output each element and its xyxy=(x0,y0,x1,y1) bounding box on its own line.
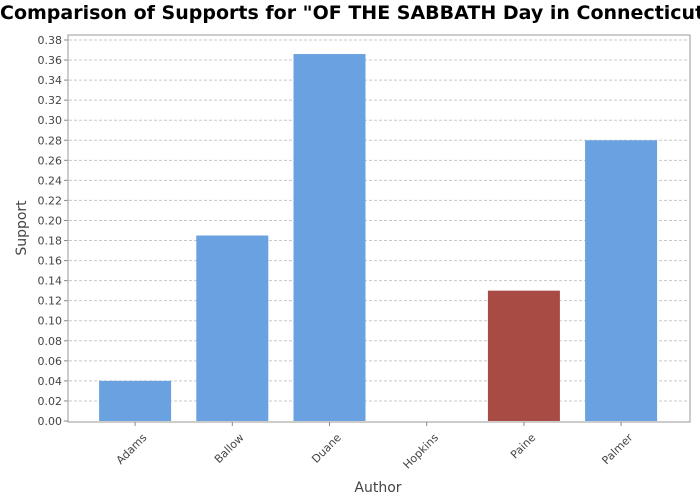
bar-duane xyxy=(293,54,366,422)
y-tick-label: 0.30 xyxy=(38,114,63,127)
x-tick-label: Duane xyxy=(309,431,344,466)
x-axis-title: Author xyxy=(354,480,401,496)
y-tick-label: 0.24 xyxy=(38,174,63,187)
x-axis-ticks: Adams Ballow Duane Hopkins Paine Palmer xyxy=(114,422,636,472)
chart-title: Comparison of Supports for "OF THE SABBA… xyxy=(0,2,700,24)
y-tick-label: 0.32 xyxy=(38,94,63,107)
bar-palmer xyxy=(585,140,658,421)
x-tick-label: Palmer xyxy=(599,431,635,467)
y-tick-label: 0.36 xyxy=(38,54,63,67)
y-axis-ticks: 0.00 0.02 0.04 0.06 0.08 0.10 0.12 0.14 0.16 0.18… xyxy=(38,34,68,428)
y-tick-label: 0.38 xyxy=(38,34,63,47)
y-tick-label: 0.28 xyxy=(38,134,63,147)
y-tick-label: 0.06 xyxy=(38,355,63,368)
bar-ballow xyxy=(196,235,269,421)
bars xyxy=(99,54,658,422)
y-tick-label: 0.18 xyxy=(38,235,63,248)
bar-adams xyxy=(99,380,172,421)
y-tick-label: 0.10 xyxy=(38,315,63,328)
y-tick-label: 0.14 xyxy=(38,275,63,288)
x-tick-label: Ballow xyxy=(212,431,247,466)
x-tick-label: Hopkins xyxy=(401,431,442,472)
y-tick-label: 0.16 xyxy=(38,255,63,268)
bar-paine xyxy=(487,290,560,421)
y-tick-label: 0.02 xyxy=(38,395,63,408)
x-tick-label: Paine xyxy=(508,431,538,461)
y-axis-title: Support xyxy=(14,200,30,256)
y-tick-label: 0.08 xyxy=(38,335,63,348)
y-tick-label: 0.04 xyxy=(38,375,63,388)
y-tick-label: 0.00 xyxy=(38,415,63,428)
y-tick-label: 0.22 xyxy=(38,194,63,207)
y-tick-label: 0.34 xyxy=(38,74,63,87)
y-tick-label: 0.26 xyxy=(38,154,63,167)
x-tick-label: Adams xyxy=(114,431,150,467)
y-tick-label: 0.20 xyxy=(38,214,63,227)
y-tick-label: 0.12 xyxy=(38,295,63,308)
